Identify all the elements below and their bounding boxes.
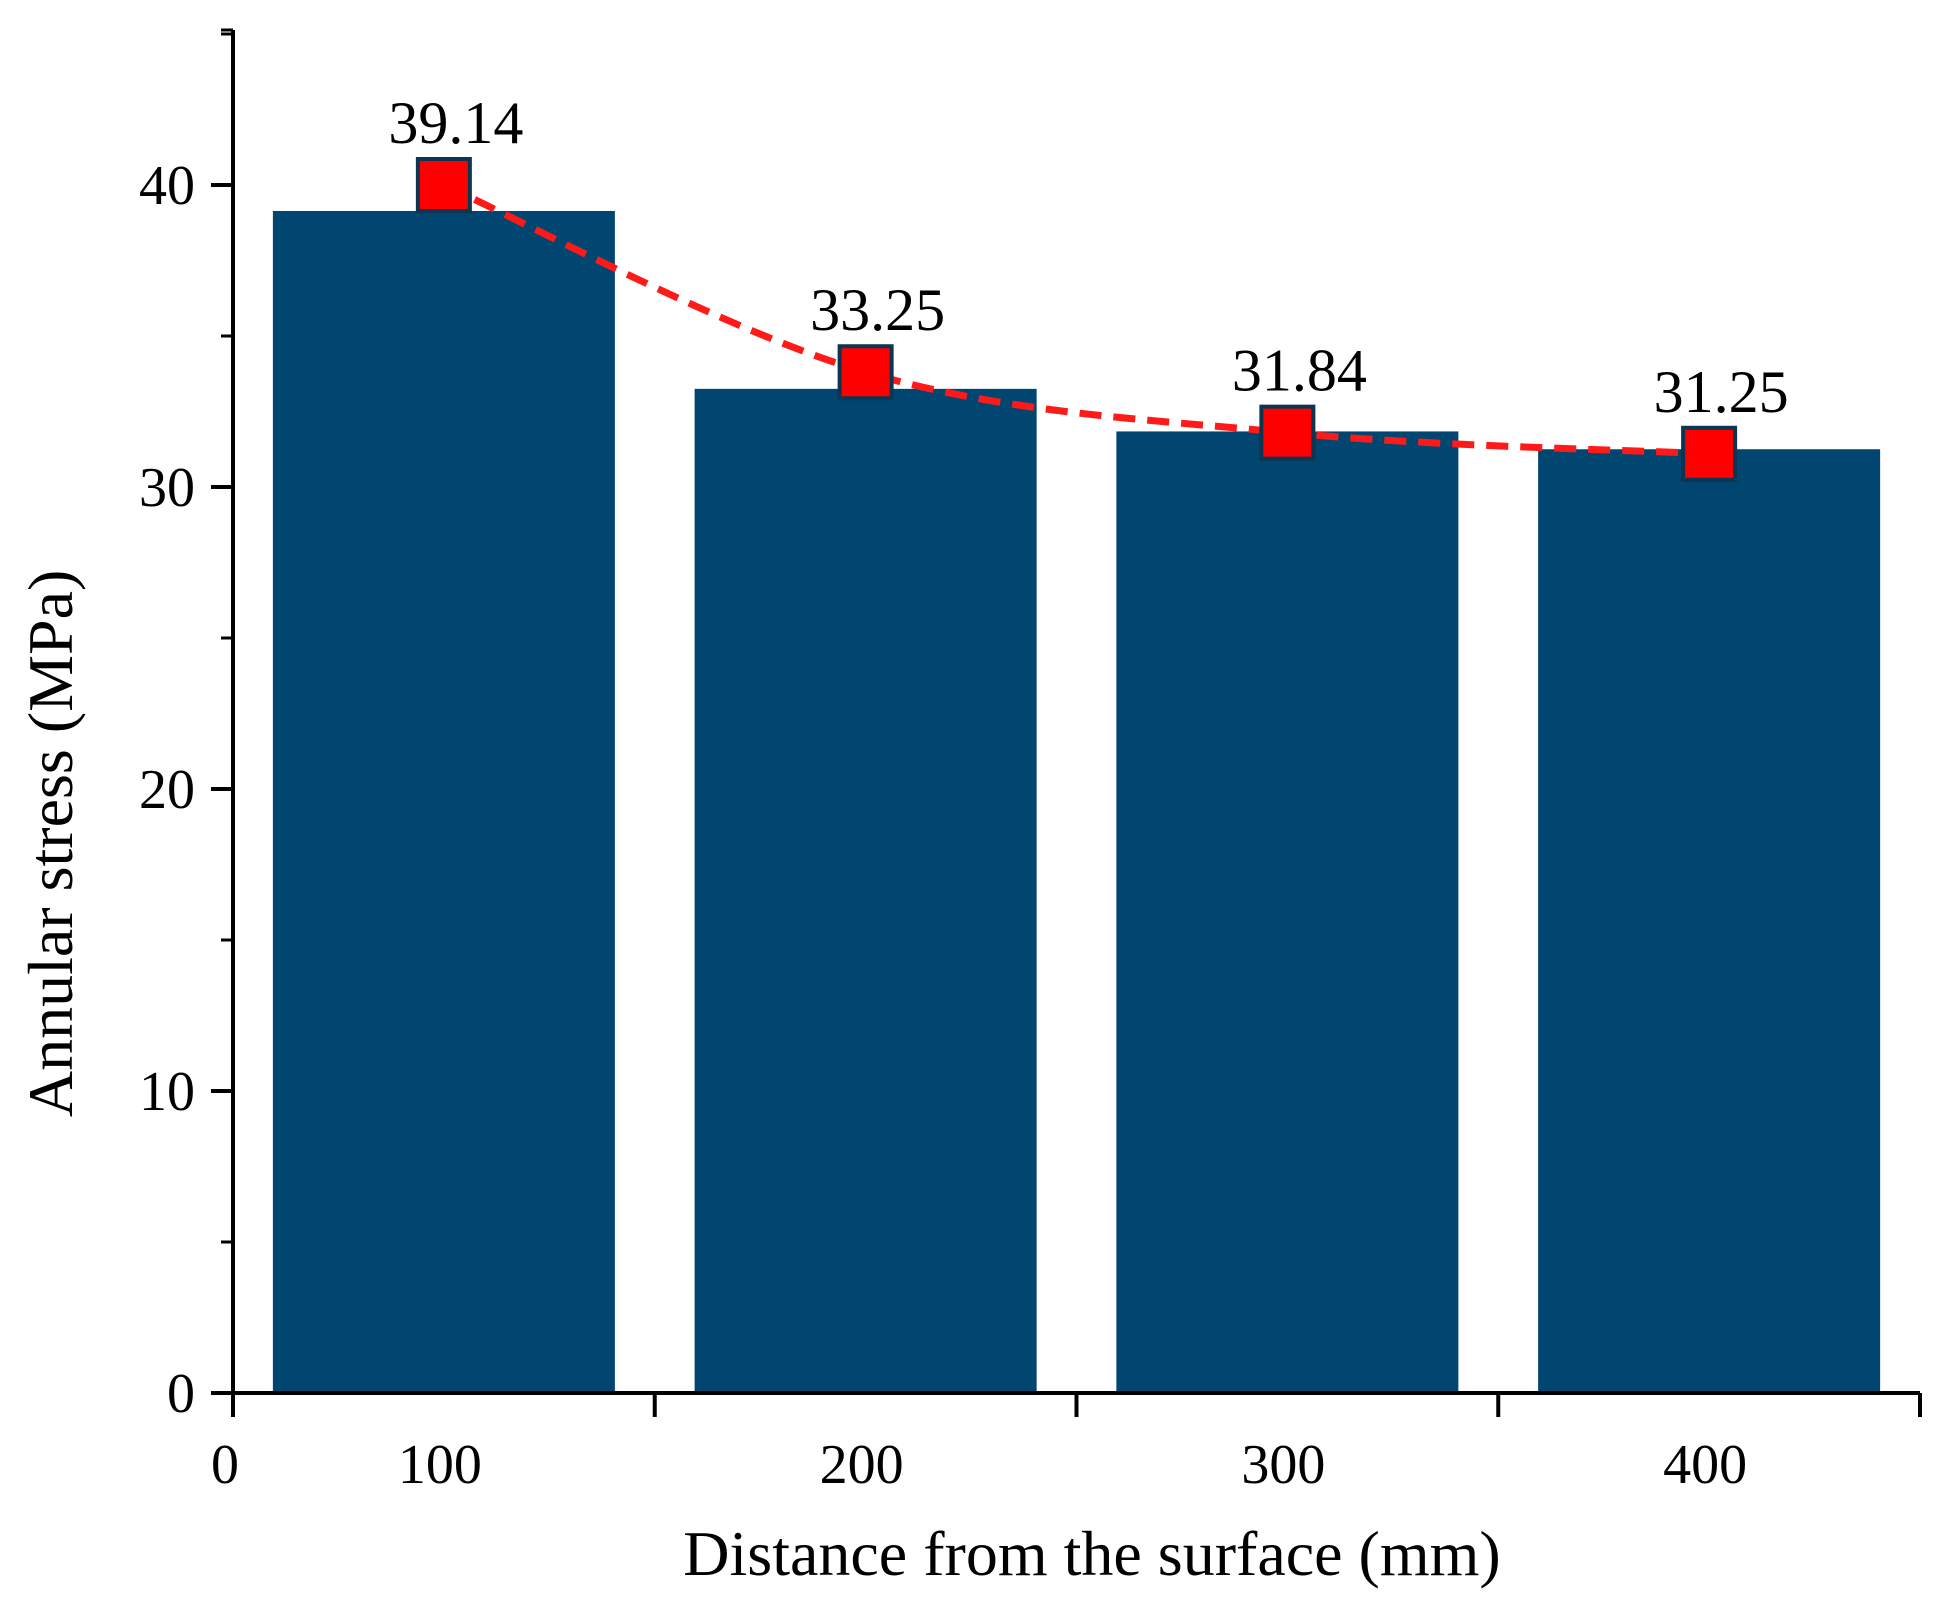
y-tick-label: 20 bbox=[139, 759, 195, 821]
data-label-300: 31.84 bbox=[1232, 338, 1367, 404]
data-label-100: 39.14 bbox=[388, 90, 523, 156]
bar-200 bbox=[694, 388, 1037, 1394]
y-tick-label: 40 bbox=[139, 155, 195, 217]
marker-100 bbox=[415, 157, 472, 213]
data-label-400: 31.25 bbox=[1654, 359, 1789, 425]
y-tick-label: 10 bbox=[139, 1061, 195, 1123]
y-tick-label: 0 bbox=[167, 1363, 195, 1425]
data-labels-group: 39.14 33.25 31.84 31.25 bbox=[388, 90, 1788, 425]
x-axis-title: Distance from the surface (mm) bbox=[683, 1518, 1500, 1589]
y-tick-label: 30 bbox=[139, 457, 195, 519]
x-origin-tick-label: 0 bbox=[211, 1434, 239, 1496]
trend-line-group bbox=[415, 157, 1738, 482]
trend-line-path bbox=[442, 181, 1710, 458]
y-axis-title: Annular stress (MPa) bbox=[15, 570, 86, 1117]
x-tick-label-300: 300 bbox=[1241, 1434, 1325, 1496]
x-tick-label-100: 100 bbox=[398, 1434, 482, 1496]
bar-300 bbox=[1116, 431, 1459, 1393]
marker-200 bbox=[837, 344, 894, 401]
data-label-200: 33.25 bbox=[810, 277, 945, 343]
bars-group bbox=[272, 210, 1881, 1394]
x-tick-label-200: 200 bbox=[820, 1434, 904, 1496]
marker-300 bbox=[1259, 404, 1316, 461]
x-tick-label-400: 400 bbox=[1663, 1434, 1747, 1496]
axes-group: 0 10 20 30 40 100 200 300 400 bbox=[139, 28, 1922, 1496]
marker-400 bbox=[1681, 425, 1738, 482]
bar-100 bbox=[272, 210, 615, 1393]
bar-400 bbox=[1538, 449, 1881, 1393]
